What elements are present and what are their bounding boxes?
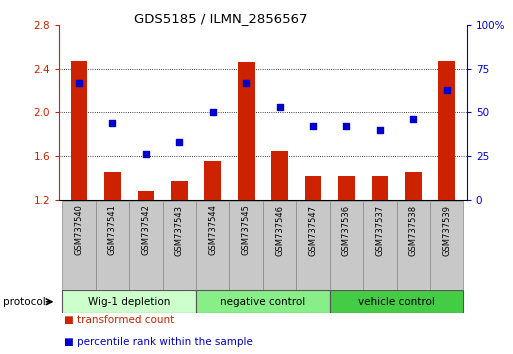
Text: protocol: protocol (3, 297, 45, 307)
Bar (263, 201, 297, 290)
Text: GSM737536: GSM737536 (342, 205, 351, 256)
Bar (371, 176, 388, 200)
Bar (363, 201, 397, 290)
Bar (330, 290, 463, 313)
Bar (196, 201, 229, 290)
Text: ■ transformed count: ■ transformed count (64, 315, 174, 325)
Bar (71, 61, 87, 200)
Text: GSM737547: GSM737547 (308, 205, 318, 256)
Text: GSM737543: GSM737543 (175, 205, 184, 256)
Text: GSM737537: GSM737537 (376, 205, 384, 256)
Bar (196, 290, 330, 313)
Bar (430, 201, 463, 290)
Text: GSM737539: GSM737539 (442, 205, 451, 256)
Text: GSM737545: GSM737545 (242, 205, 251, 256)
Text: Wig-1 depletion: Wig-1 depletion (88, 297, 170, 307)
Bar (305, 176, 322, 200)
Bar (405, 172, 422, 200)
Bar (63, 201, 96, 290)
Bar (297, 201, 330, 290)
Point (142, 152, 150, 157)
Point (309, 124, 317, 129)
Text: GSM737540: GSM737540 (74, 205, 84, 256)
Point (175, 139, 184, 145)
Point (275, 104, 284, 110)
Bar (338, 176, 355, 200)
Bar (137, 191, 154, 200)
Point (75, 80, 83, 85)
Bar (129, 201, 163, 290)
Point (108, 120, 116, 126)
Bar (271, 151, 288, 200)
Text: GSM737541: GSM737541 (108, 205, 117, 256)
Point (209, 110, 217, 115)
Text: GSM737544: GSM737544 (208, 205, 218, 256)
Bar (204, 161, 221, 200)
Bar (330, 201, 363, 290)
Bar (163, 201, 196, 290)
Bar (104, 172, 121, 200)
Bar (63, 290, 196, 313)
Text: negative control: negative control (220, 297, 306, 307)
Text: GSM737538: GSM737538 (409, 205, 418, 256)
Text: GDS5185 / ILMN_2856567: GDS5185 / ILMN_2856567 (134, 12, 307, 25)
Text: GSM737542: GSM737542 (142, 205, 150, 256)
Bar (229, 201, 263, 290)
Point (443, 87, 451, 92)
Point (342, 124, 350, 129)
Point (242, 80, 250, 85)
Bar (238, 62, 254, 200)
Bar (397, 201, 430, 290)
Text: vehicle control: vehicle control (358, 297, 435, 307)
Bar (171, 181, 188, 200)
Point (409, 116, 418, 122)
Bar (96, 201, 129, 290)
Point (376, 127, 384, 133)
Text: GSM737546: GSM737546 (275, 205, 284, 256)
Text: ■ percentile rank within the sample: ■ percentile rank within the sample (64, 337, 253, 347)
Bar (439, 61, 455, 200)
